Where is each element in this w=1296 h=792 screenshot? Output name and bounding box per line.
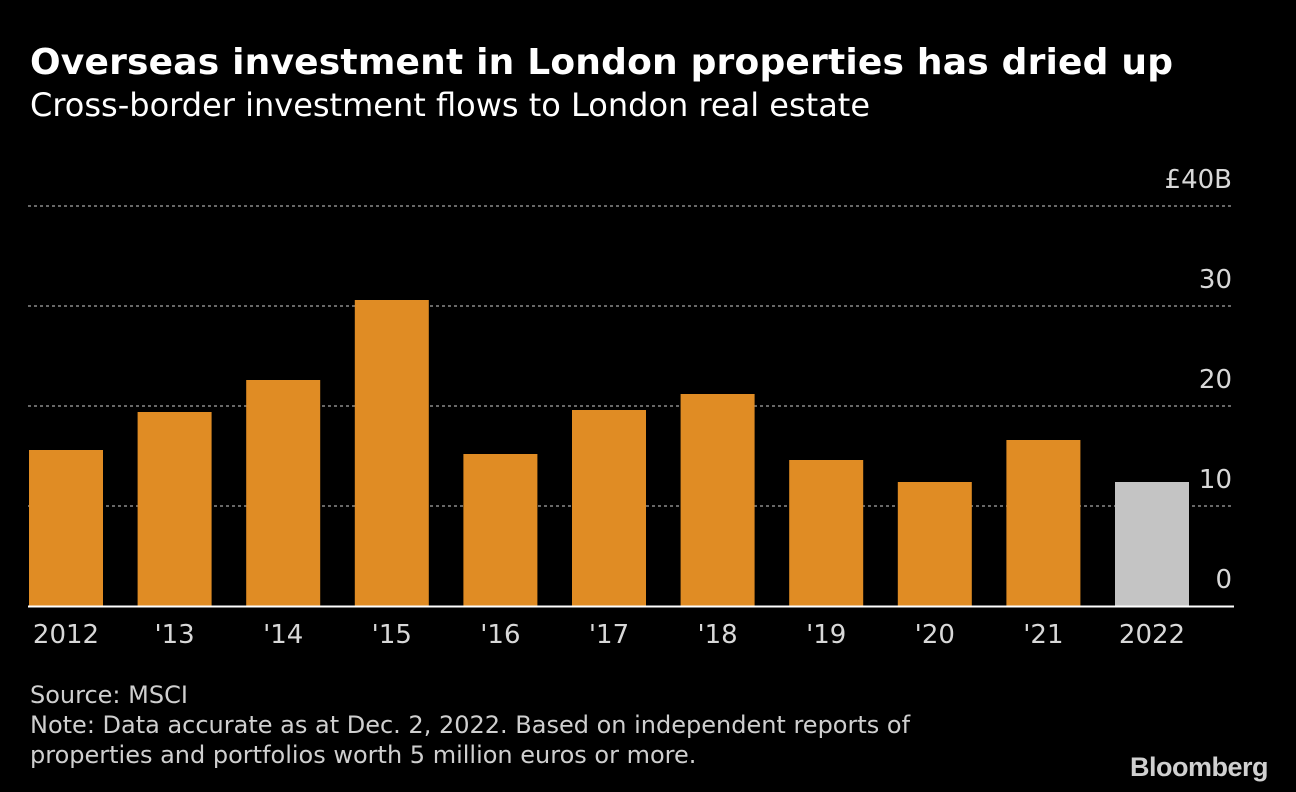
chart-subtitle: Cross-border investment flows to London … — [30, 86, 871, 124]
chart-footer: Source: MSCI Note: Data accurate as at D… — [30, 680, 910, 770]
x-tick-label: 2022 — [1119, 620, 1185, 650]
x-tick-label: '17 — [589, 620, 629, 650]
bar-2022 — [1115, 482, 1189, 606]
bar-15 — [354, 300, 429, 606]
bar-13 — [137, 412, 212, 606]
bar-20 — [897, 482, 972, 606]
x-tick-label: '20 — [915, 620, 955, 650]
y-tick-label: 20 — [1199, 365, 1232, 395]
bloomberg-logo: Bloomberg — [1129, 752, 1269, 782]
bar-19 — [789, 460, 864, 606]
note-line-2: properties and portfolios worth 5 millio… — [30, 741, 697, 769]
y-tick-label: 30 — [1199, 265, 1232, 295]
note-line-1: Note: Data accurate as at Dec. 2, 2022. … — [30, 711, 911, 739]
y-tick-label: £40B — [1165, 165, 1232, 195]
y-tick-labels: 0 10 20 30 £40B — [1165, 165, 1232, 595]
x-tick-label: '14 — [263, 620, 303, 650]
bar-2012 — [29, 450, 103, 606]
x-tick-label: '21 — [1023, 620, 1063, 650]
bar-18 — [680, 394, 755, 606]
bar-14 — [246, 380, 321, 606]
x-tick-label: '19 — [806, 620, 846, 650]
x-tick-label: '18 — [697, 620, 737, 650]
bars — [29, 300, 1189, 606]
x-tick-label: 2012 — [33, 620, 99, 650]
x-tick-labels: 2012 '13 '14 '15 '16 '17 '18 '19 '20 '21 2022 — [33, 620, 1185, 650]
bar-16 — [463, 454, 538, 606]
bar-21 — [1006, 440, 1081, 606]
x-tick-label: '15 — [372, 620, 412, 650]
x-tick-label: '16 — [480, 620, 520, 650]
y-tick-label: 0 — [1215, 565, 1232, 595]
bar-17 — [572, 410, 646, 606]
chart-title: Overseas investment in London properties… — [30, 42, 1174, 83]
y-tick-label: 10 — [1199, 465, 1232, 495]
source-note: Source: MSCI — [30, 681, 188, 709]
x-tick-label: '13 — [154, 620, 194, 650]
